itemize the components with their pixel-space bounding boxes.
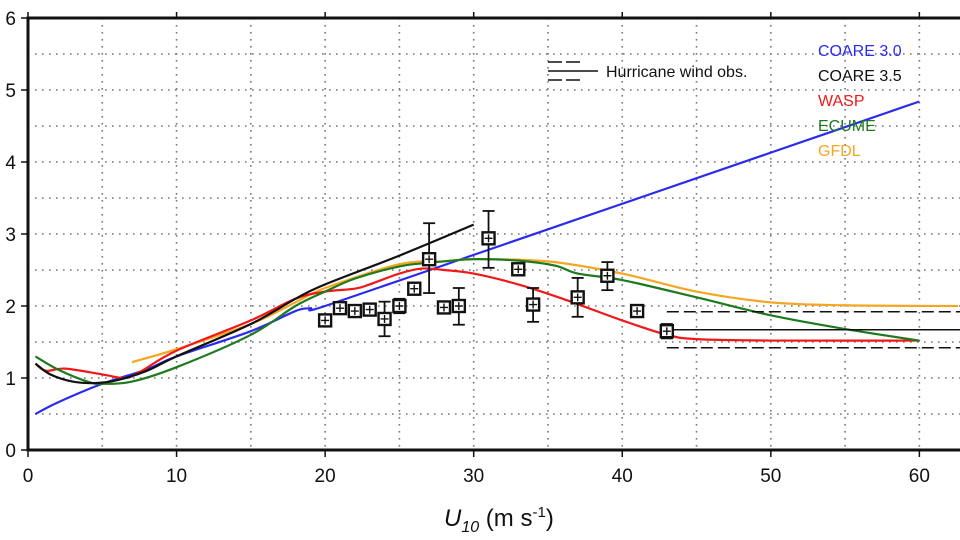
obs-marker-cross — [395, 302, 404, 310]
obs-marker-cross — [380, 314, 389, 323]
y-tick-label: 4 — [5, 153, 16, 174]
y-tick-label: 1 — [5, 369, 16, 390]
y-tick-label: 3 — [5, 225, 16, 246]
legend: Hurricane wind obs. COARE 3.0 COARE 3.5 WA… — [548, 43, 902, 160]
x-axis-label: U10 (m s-1) — [444, 504, 554, 536]
obs-marker-cross — [662, 327, 671, 336]
legend-obs-symbol — [548, 61, 598, 81]
obs-marker-cross — [410, 284, 419, 293]
x-label-close: ) — [546, 505, 554, 532]
obs-marker-cross — [365, 305, 374, 314]
obs-marker-cross — [439, 303, 448, 312]
series-line-coare-3-5 — [34, 223, 475, 385]
x-label-sub: 10 — [461, 519, 479, 536]
series-line-coare-3-0 — [34, 100, 920, 415]
legend-label-coare-3-0: COARE 3.0 — [818, 43, 902, 60]
legend-label-coare-3-5: COARE 3.5 — [818, 68, 902, 85]
x-tick-label: 20 — [315, 466, 336, 487]
x-tick-label: 0 — [23, 466, 34, 487]
obs-marker-cross — [335, 304, 344, 313]
series-line-gfdl — [131, 258, 959, 364]
x-label-main: U — [444, 505, 462, 532]
x-tick-label: 50 — [760, 466, 781, 487]
obs-marker-cross — [603, 271, 612, 280]
obs-marker-cross — [514, 265, 523, 274]
x-label-unit: (m s — [479, 505, 532, 532]
legend-obs-label: Hurricane wind obs. — [606, 64, 747, 81]
y-tick-label: 0 — [5, 441, 16, 462]
observations — [317, 210, 960, 349]
x-tick-label: 30 — [463, 466, 484, 487]
y-tick-label: 6 — [5, 9, 16, 30]
obs-marker-cross — [484, 234, 493, 243]
y-tick-label: 2 — [5, 297, 16, 318]
obs-marker-cross — [350, 307, 359, 316]
x-tick-label: 40 — [612, 466, 633, 487]
grid — [28, 18, 960, 450]
y-tick-label: 5 — [5, 81, 16, 102]
legend-label-wasp: WASP — [818, 93, 865, 110]
obs-marker-cross — [425, 255, 434, 264]
obs-marker-cross — [321, 316, 330, 325]
obs-marker-cross — [573, 293, 582, 302]
series-line-ecume — [34, 258, 920, 385]
x-label-sup: -1 — [532, 504, 545, 521]
x-tick-label: 60 — [909, 466, 930, 487]
legend-label-ecume: ECUME — [818, 118, 876, 135]
legend-label-gfdl: GFDL — [818, 143, 861, 160]
obs-marker-cross — [454, 302, 463, 310]
x-tick-label: 10 — [166, 466, 187, 487]
obs-marker-cross — [529, 300, 538, 309]
obs-marker-cross — [633, 307, 642, 316]
axes: 0 10 20 30 40 50 60 0 1 2 3 4 5 6 — [5, 9, 960, 487]
